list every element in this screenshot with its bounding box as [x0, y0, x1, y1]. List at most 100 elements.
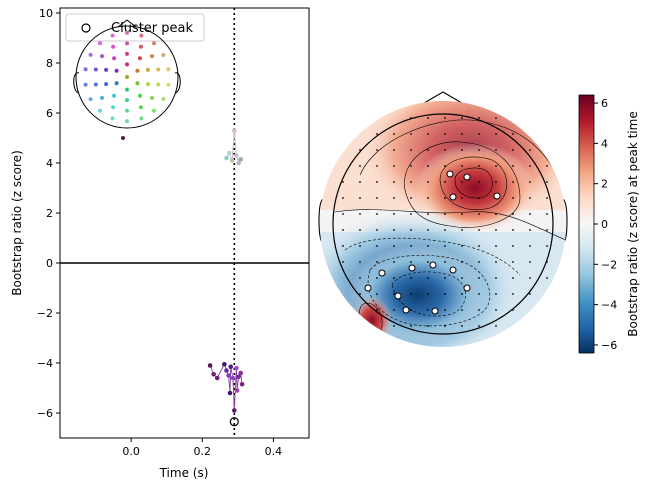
sensor-dot: [93, 82, 98, 87]
topomap-sensor: [546, 197, 548, 199]
topomap-sensor: [461, 261, 463, 263]
data-point: [222, 361, 227, 367]
data-point: [236, 160, 241, 166]
sensor-dot: [125, 30, 129, 35]
topomap-sensor: [461, 197, 463, 199]
topomap-sensor: [376, 261, 378, 263]
topomap-sensor: [495, 117, 497, 119]
topomap-sensor: [393, 197, 395, 199]
significant-sensor-marker: [429, 261, 437, 269]
topomap-sensor: [444, 181, 446, 183]
x-tick-label: 0.0: [122, 445, 140, 458]
topomap-sensor: [410, 229, 412, 231]
cluster-peak-marker: [229, 417, 239, 427]
topomap-sensor: [512, 245, 514, 247]
sensor-dot: [98, 108, 102, 113]
sensor-dot: [145, 67, 150, 72]
sensor-dot: [125, 41, 129, 46]
topomap-sensor: [359, 229, 361, 231]
topomap-sensor: [512, 213, 514, 215]
data-point: [232, 408, 237, 413]
sensor-dot: [166, 82, 171, 87]
topomap-sensor: [376, 149, 378, 151]
topomap-sensor: [376, 181, 378, 183]
topomap-sensor: [359, 245, 361, 247]
y-tick-label: 0: [46, 257, 53, 270]
significant-sensor-marker: [493, 192, 501, 200]
topomap-sensor: [359, 293, 361, 295]
topomap-sensor: [461, 213, 463, 215]
topomap-sensor: [342, 261, 344, 263]
topomap-sensor: [512, 293, 514, 295]
colorbar-tick-label: 0: [601, 218, 608, 231]
significant-sensor-marker: [446, 170, 454, 178]
y-tick-label: 6: [46, 107, 53, 120]
topomap-sensor: [478, 229, 480, 231]
topomap-sensor: [478, 117, 480, 119]
topomap-sensor: [495, 149, 497, 151]
sensor-dot: [135, 81, 140, 86]
topomap-sensor: [376, 165, 378, 167]
topomap-sensor: [444, 117, 446, 119]
x-tick-label: 0.2: [194, 445, 212, 458]
topomap-sensor: [444, 277, 446, 279]
topomap-sensor: [393, 181, 395, 183]
sensor-dot: [121, 136, 125, 140]
topomap-sensor: [393, 133, 395, 135]
data-point: [227, 390, 233, 396]
topomap-sensor: [410, 213, 412, 215]
data-point: [227, 150, 232, 156]
sensor-dot: [139, 116, 144, 121]
topomap-sensor: [427, 309, 429, 311]
topomap-sensor: [376, 133, 378, 135]
plot-area: [60, 8, 309, 438]
topomap-sensor: [478, 197, 480, 199]
topomap-sensor: [512, 277, 514, 279]
significant-sensor-marker: [431, 307, 439, 315]
topomap-sensor: [427, 325, 429, 327]
topomap-sensor: [393, 309, 395, 311]
topomap-sensor: [461, 149, 463, 151]
topomap-sensor: [529, 149, 531, 151]
topomap-sensor: [410, 293, 412, 295]
significant-sensor-marker: [364, 284, 372, 292]
topomap-sensor: [495, 133, 497, 135]
y-axis-label: Bootstrap ratio (z score): [10, 150, 24, 296]
topomap-sensor: [461, 117, 463, 119]
topomap-sensor: [529, 277, 531, 279]
topomap-sensor: [376, 245, 378, 247]
topomap-sensor: [359, 277, 361, 279]
data-point: [207, 363, 213, 368]
data-point: [234, 153, 239, 158]
significant-sensor-marker: [394, 292, 402, 300]
topomap-sensor: [444, 245, 446, 247]
topomap-sensor: [427, 117, 429, 119]
topomap-field: [320, 101, 566, 347]
topomap-sensor: [546, 181, 548, 183]
topomap-sensor: [376, 213, 378, 215]
chart-lines: [60, 8, 309, 438]
sensor-dot: [125, 87, 129, 92]
legend-box: [65, 13, 205, 42]
colorbar-tick-label: 6: [601, 97, 608, 110]
y-tick-label: 8: [46, 57, 53, 70]
topomap-sensor: [478, 133, 480, 135]
topomap-sensor: [512, 165, 514, 167]
sensor-dot: [138, 44, 143, 49]
topomap-sensor: [495, 229, 497, 231]
colorbar-gradient: [578, 94, 595, 354]
topomap-sensor: [478, 165, 480, 167]
sensor-dot: [100, 95, 104, 100]
sensor-dot: [111, 44, 116, 49]
data-point: [211, 371, 216, 377]
topomap-sensor: [410, 165, 412, 167]
y-axis-ticks: −6 −4 −2 0 2 4 6 8 10: [37, 7, 60, 420]
legend-label: Cluster peak: [111, 21, 193, 36]
sensor-dot: [83, 82, 88, 87]
colorbar-tick-label: 4: [601, 137, 608, 150]
sensor-dot: [110, 116, 115, 121]
sensor-dot: [112, 56, 117, 61]
topomap-sensor: [376, 309, 378, 311]
significant-sensor-marker: [449, 266, 457, 274]
